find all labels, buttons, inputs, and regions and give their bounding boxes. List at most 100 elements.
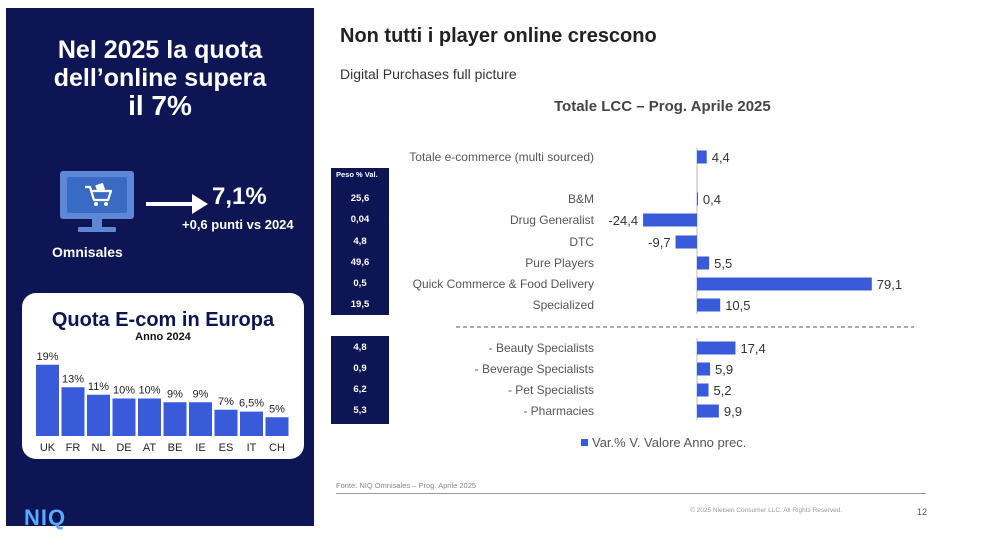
category-label: - Beauty Specialists	[489, 341, 594, 355]
niq-logo: NIQ	[24, 505, 67, 530]
bar	[697, 277, 872, 291]
europe-value-label: 9%	[167, 388, 183, 400]
category-label: - Pharmacies	[523, 404, 594, 418]
value-label: 9,9	[724, 404, 742, 419]
legend-label: Var.% V. Valore Anno prec.	[592, 435, 746, 450]
bar	[697, 298, 721, 312]
weight-value: 0,5	[353, 278, 367, 289]
weight-value: 4,8	[353, 236, 367, 247]
bar	[697, 192, 698, 206]
left-panel: Nel 2025 la quota dell’online supera il …	[6, 8, 314, 530]
omnisales-delta: +0,6 punti vs 2024	[182, 217, 294, 232]
europe-value-label: 13%	[62, 373, 84, 385]
category-label: - Beverage Specialists	[475, 362, 594, 376]
europe-bar	[36, 364, 59, 436]
weight-value: 4,8	[353, 342, 367, 353]
value-label: 10,5	[725, 298, 750, 313]
category-label: Totale e-commerce (multi sourced)	[409, 150, 594, 164]
europe-country-label: FR	[66, 442, 81, 454]
bar	[643, 213, 697, 227]
europe-value-label: 6,5%	[239, 398, 264, 410]
europe-value-label: 11%	[88, 381, 109, 393]
europe-bar	[112, 398, 136, 436]
legend-swatch	[581, 439, 588, 446]
value-label: 4,4	[712, 150, 730, 165]
bar	[697, 404, 719, 418]
europe-value-label: 5%	[269, 403, 285, 415]
value-label: 17,4	[740, 341, 765, 356]
europe-chart-title: Quota E-com in Europa	[51, 309, 275, 331]
europe-bar	[138, 398, 161, 436]
europe-country-label: DE	[116, 442, 131, 454]
europe-bar	[189, 402, 212, 436]
headline: Nel 2025 la quota dell’online supera il …	[6, 36, 314, 120]
bar	[697, 150, 707, 164]
europe-country-label: AT	[143, 442, 157, 454]
value-label: 5,9	[715, 362, 733, 377]
europe-bar	[61, 387, 85, 436]
europe-chart-card: Quota E-com in Europa Anno 2024 19% UK 13%…	[22, 293, 304, 459]
category-label: Pure Players	[525, 256, 594, 270]
europe-value-label: 9%	[193, 388, 209, 400]
weight-value: 0,9	[353, 363, 367, 374]
europe-bar	[87, 394, 110, 436]
bar	[697, 362, 711, 376]
weight-value: 5,3	[353, 405, 367, 416]
europe-value-label: 10%	[138, 385, 160, 397]
value-label: -24,4	[608, 213, 638, 228]
source-note: Fonte: NIQ Omnisales – Prog. Aprile 2025	[336, 481, 477, 490]
bar	[697, 256, 710, 270]
weight-column-box-lower	[331, 336, 389, 424]
bar	[675, 235, 697, 249]
europe-bar	[265, 417, 289, 436]
category-label: DTC	[569, 235, 594, 249]
weight-value: 25,6	[350, 193, 370, 204]
category-label: - Pet Specialists	[508, 383, 594, 397]
bar	[697, 383, 709, 397]
europe-bar	[240, 411, 263, 436]
omnisales-value: 7,1%	[212, 183, 267, 210]
category-label: Quick Commerce & Food Delivery	[413, 277, 594, 291]
europe-country-label: CH	[269, 442, 285, 454]
arrow-right-icon	[146, 194, 208, 214]
europe-bar	[214, 409, 238, 436]
copyright: © 2025 Nielsen Consumer LLC. All Rights …	[690, 507, 843, 514]
headline-line-3: il 7%	[128, 90, 192, 121]
value-label: 5,2	[713, 383, 731, 398]
value-label: 0,4	[703, 192, 721, 207]
europe-value-label: 19%	[36, 351, 58, 363]
europe-country-label: ES	[219, 442, 234, 454]
category-label: Specialized	[533, 298, 594, 312]
europe-value-label: 7%	[218, 396, 234, 408]
europe-country-label: IE	[195, 442, 205, 454]
weight-value: 6,2	[353, 384, 367, 395]
europe-country-label: BE	[168, 442, 183, 454]
headline-line-2: dell’online supera	[53, 64, 267, 92]
omnisales-label: Omnisales	[52, 244, 123, 260]
chart-title: Totale LCC – Prog. Aprile 2025	[554, 98, 771, 115]
page-subtitle: Digital Purchases full picture	[340, 66, 517, 82]
weight-value: 49,6	[350, 257, 370, 268]
value-label: -9,7	[648, 235, 670, 250]
monitor-cart-icon	[60, 171, 134, 232]
bar	[697, 341, 736, 355]
europe-country-label: UK	[40, 442, 56, 454]
europe-bar-chart: 19% UK 13% FR 11% NL 10% DE 10% AT 9% BE 9% IE 7% ES 6,5…	[36, 351, 289, 454]
weight-column-header: Peso % Val.	[336, 170, 378, 179]
weight-value: 0,04	[350, 214, 370, 225]
headline-line-1: Nel 2025 la quota	[57, 36, 263, 64]
page-title: Non tutti i player online crescono	[340, 25, 657, 47]
weight-value: 19,5	[350, 299, 370, 310]
category-label: Drug Generalist	[510, 213, 595, 227]
value-label: 79,1	[877, 277, 902, 292]
europe-country-label: IT	[247, 442, 257, 454]
value-label: 5,5	[714, 256, 732, 271]
europe-chart-subtitle: Anno 2024	[135, 331, 191, 343]
europe-value-label: 10%	[113, 385, 135, 397]
weight-column-box	[331, 168, 389, 315]
europe-bar	[163, 402, 187, 436]
footer-divider	[336, 493, 926, 494]
page-number: 12	[917, 507, 928, 517]
europe-country-label: NL	[91, 442, 105, 454]
